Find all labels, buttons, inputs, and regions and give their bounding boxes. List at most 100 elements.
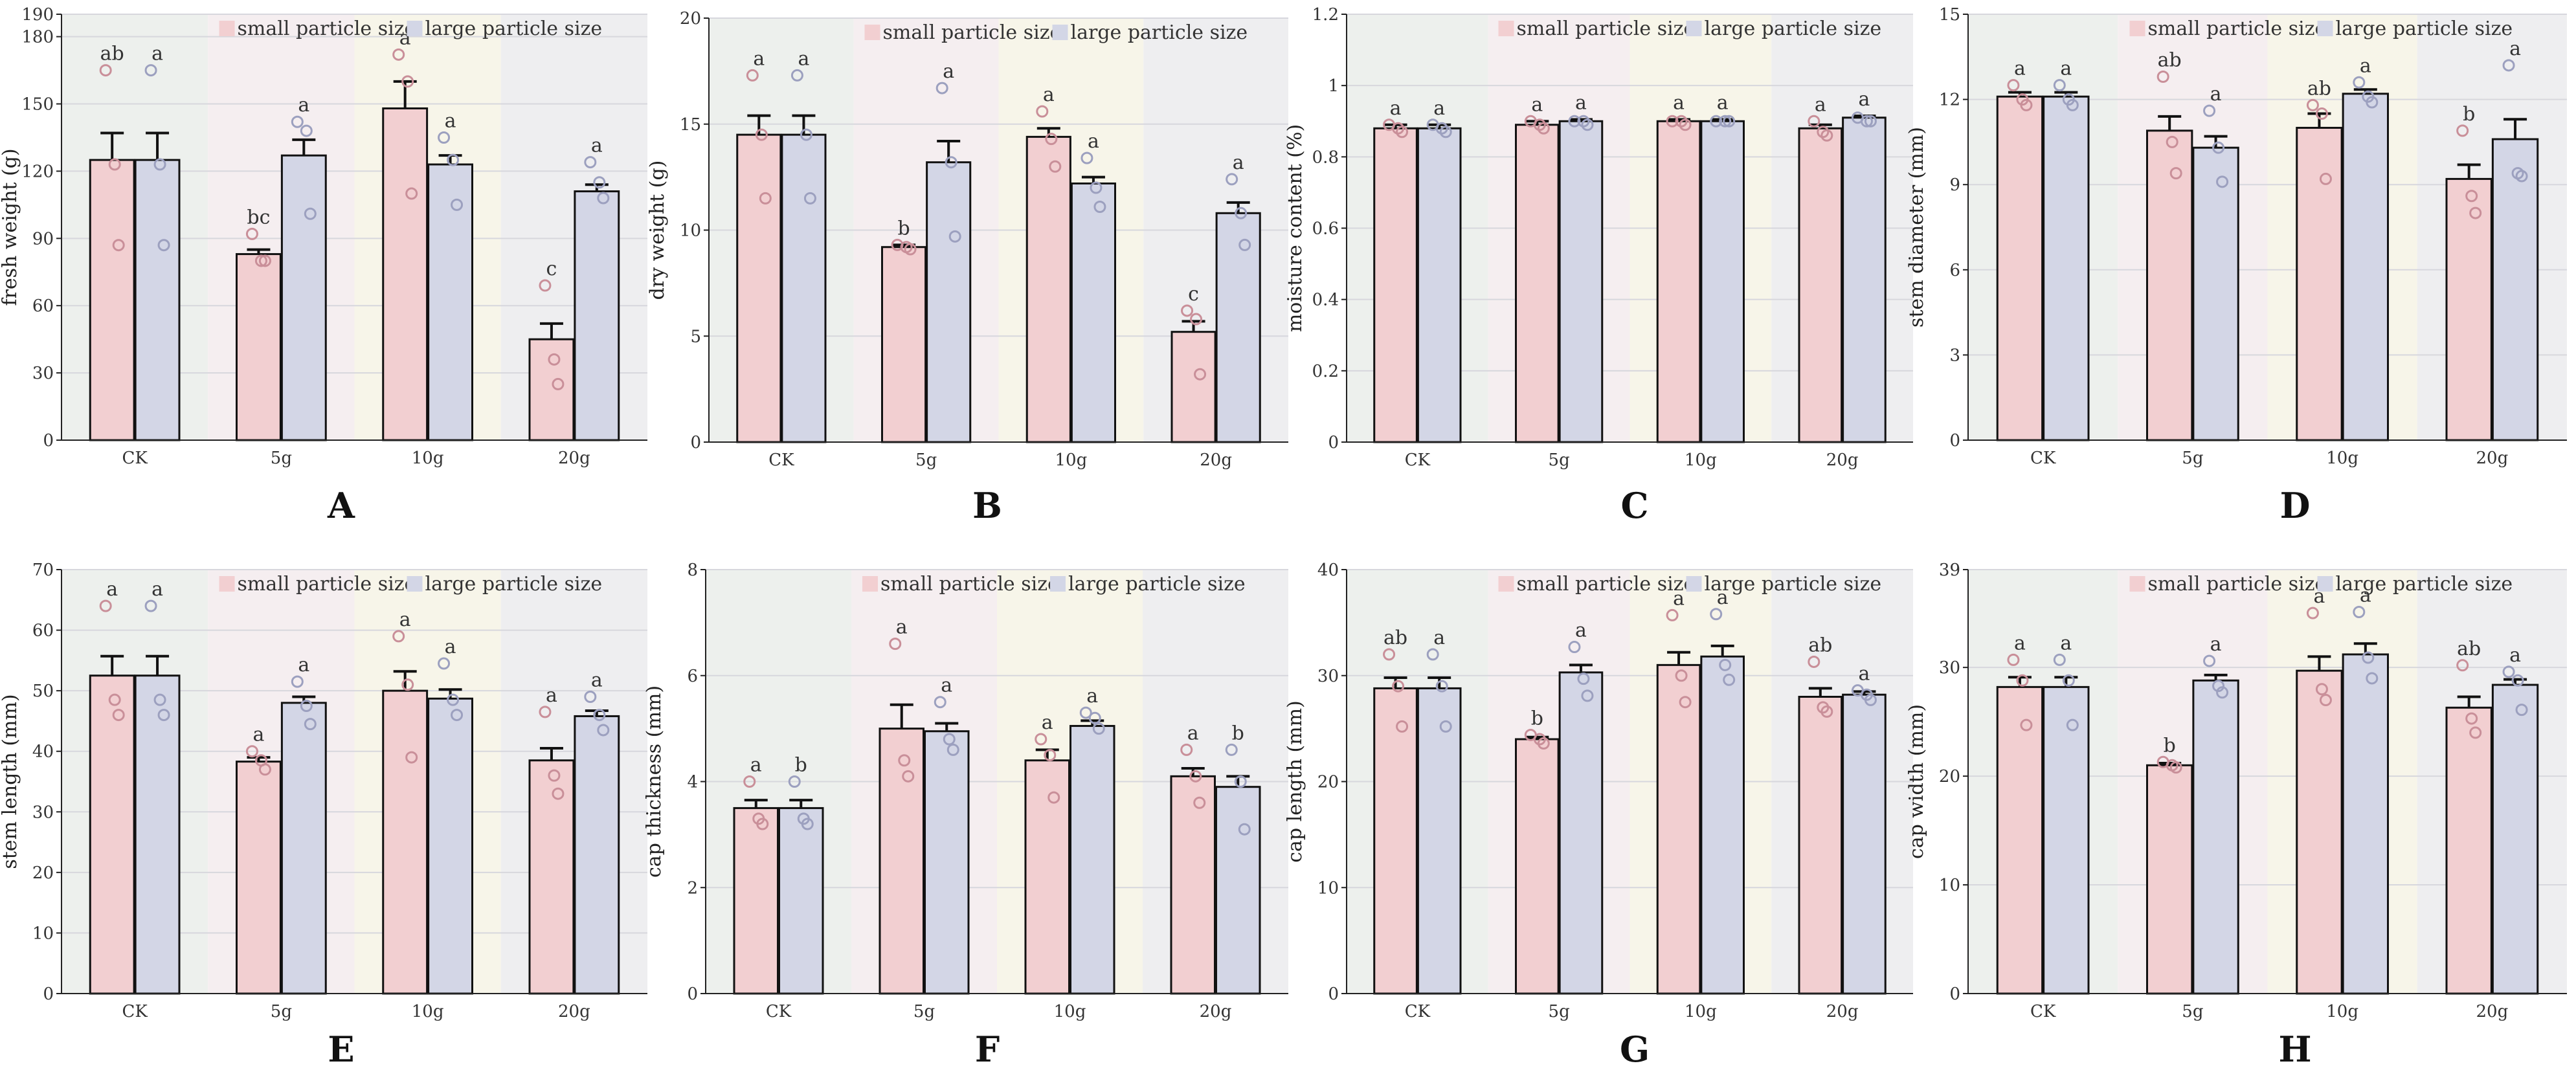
significance-letter: a — [798, 47, 809, 70]
significance-letter: a — [1815, 93, 1826, 116]
significance-letter: a — [1673, 587, 1685, 610]
data-point — [153, 158, 166, 171]
y-tick-label: 50 — [32, 682, 54, 701]
data-point — [1666, 115, 1679, 128]
significance-letter: a — [1575, 619, 1587, 642]
legend-label-small: small particle size — [1517, 17, 1696, 40]
x-tick-label: 10g — [1685, 451, 1717, 470]
data-point — [943, 733, 956, 746]
data-point — [1435, 122, 1448, 135]
y-tick-label: 30 — [32, 803, 54, 822]
bar — [2491, 684, 2539, 995]
y-tick-label: 10 — [32, 924, 54, 943]
data-point — [1568, 641, 1581, 654]
data-point — [948, 230, 961, 243]
y-tick-label: 0.4 — [1312, 291, 1339, 310]
y-tick-label: 20 — [1317, 773, 1339, 792]
data-point — [2053, 79, 2066, 92]
data-point — [258, 254, 271, 267]
data-point — [2016, 674, 2029, 687]
significance-letter: a — [1433, 97, 1445, 120]
legend-swatch-large — [1050, 576, 1066, 592]
legend-label-large: large particle size — [1705, 17, 1882, 40]
data-point — [1049, 160, 1062, 173]
data-point — [1035, 733, 1047, 746]
legend-label-small: small particle size — [1517, 573, 1696, 595]
x-tick-label: 5g — [271, 1002, 292, 1021]
data-point — [898, 754, 911, 767]
x-tick-label: CK — [122, 449, 148, 468]
y-tick-label: 0 — [687, 985, 698, 1004]
data-point — [245, 227, 258, 240]
data-point — [2456, 124, 2469, 137]
y-axis-title: cap thickness (mm) — [643, 685, 666, 878]
x-tick-label: 5g — [913, 1002, 935, 1021]
y-tick-label: 0.8 — [1312, 148, 1339, 167]
bar — [236, 761, 282, 995]
x-tick-label: 20g — [1826, 1002, 1859, 1021]
data-point — [548, 353, 561, 366]
y-tick-label: 4 — [687, 773, 698, 792]
data-point — [2020, 98, 2033, 111]
significance-letter: a — [753, 47, 765, 70]
y-tick-label: 0 — [1949, 431, 1960, 451]
data-point — [945, 156, 958, 169]
data-point — [2216, 175, 2229, 188]
legend-swatch-small — [2129, 576, 2145, 592]
legend-label-small: small particle size — [883, 21, 1062, 44]
significance-letter: a — [1088, 130, 1099, 153]
bar — [1558, 671, 1604, 995]
data-point — [1666, 608, 1679, 621]
bar — [1515, 124, 1560, 443]
significance-letter: a — [1673, 91, 1685, 114]
significance-letter: a — [1858, 88, 1870, 111]
data-point — [539, 706, 552, 718]
y-tick-label: 1 — [1328, 76, 1339, 96]
data-point — [112, 709, 125, 722]
y-tick-label: 8 — [687, 561, 698, 580]
legend-label-large: large particle size — [1071, 21, 1248, 44]
data-point — [1537, 737, 1550, 750]
significance-letter: b — [1531, 707, 1543, 729]
x-tick-label: 10g — [1685, 1002, 1717, 1021]
panel-c: a a a a a a a a 0 0.2 0.4 0.6 0.8 1 1.2 CK 5g 10g 20g moist… — [1284, 5, 1913, 526]
data-point — [1081, 151, 1093, 164]
x-tick-label: 20g — [2476, 1002, 2509, 1021]
data-point — [392, 630, 405, 643]
data-point — [2469, 726, 2482, 739]
x-tick-label: 20g — [558, 1002, 590, 1021]
data-point — [584, 156, 597, 169]
x-tick-label: CK — [1405, 1002, 1431, 1021]
data-point — [291, 675, 304, 688]
y-tick-label: 0 — [43, 985, 54, 1004]
panel-e: a a a a a a a a 0 10 20 30 40 50 60 70 CK 5g 10g 20g stem le… — [0, 561, 647, 1068]
data-point — [2353, 76, 2366, 89]
legend-swatch-large — [1686, 576, 1702, 592]
data-point — [597, 192, 610, 205]
data-point — [447, 153, 460, 166]
bar — [1373, 687, 1418, 995]
data-point — [593, 176, 606, 189]
data-point — [447, 693, 460, 706]
significance-letter: a — [546, 684, 557, 707]
y-tick-label: 190 — [21, 5, 54, 25]
y-tick-label: 150 — [21, 95, 54, 115]
data-point — [1093, 200, 1106, 213]
bar — [1070, 725, 1115, 995]
data-point — [1820, 705, 1833, 718]
legend-label-small: small particle size — [2148, 17, 2327, 40]
data-point — [2169, 761, 2182, 774]
significance-letter: a — [1233, 151, 1244, 174]
data-point — [904, 243, 917, 256]
data-point — [1194, 368, 1207, 381]
data-point — [552, 377, 565, 390]
significance-letter: a — [2014, 632, 2026, 654]
y-tick-label: 180 — [21, 28, 54, 47]
data-point — [746, 69, 759, 82]
legend-swatch-large — [2317, 21, 2333, 36]
data-point — [1435, 680, 1448, 693]
data-point — [593, 709, 606, 722]
data-point — [1226, 173, 1238, 186]
bar — [1215, 786, 1261, 995]
